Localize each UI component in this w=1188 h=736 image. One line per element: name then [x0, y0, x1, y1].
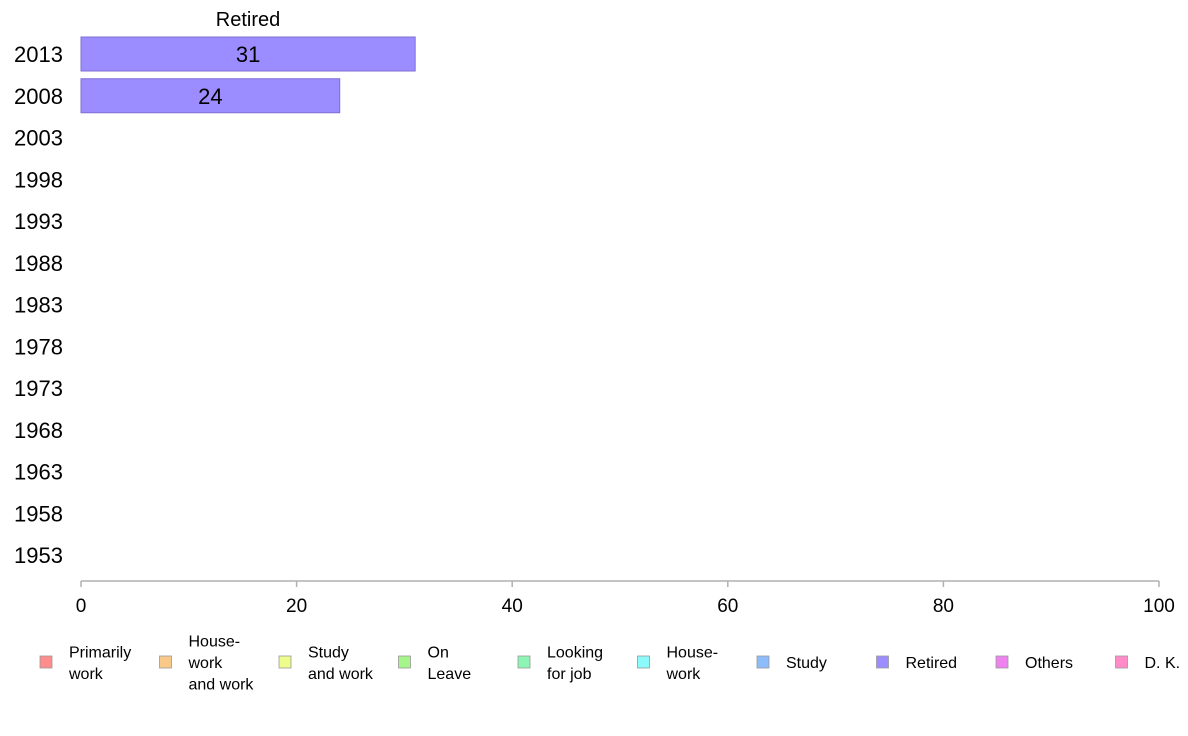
- legend-label: House-work and work: [188, 634, 255, 694]
- legend-label: Study: [786, 655, 827, 672]
- column-title: Retired: [216, 9, 280, 31]
- legend-label: On Leave: [428, 644, 472, 683]
- x-tick-label: 100: [1143, 596, 1175, 617]
- y-tick-label: 1958: [14, 501, 63, 526]
- bar-data-label: 31: [236, 42, 260, 67]
- y-tick-label: 1983: [14, 293, 63, 318]
- y-tick-label: 1998: [14, 167, 63, 192]
- x-tick-label: 20: [286, 596, 307, 617]
- y-tick-label: 2003: [14, 126, 63, 151]
- legend-swatch: [876, 655, 889, 669]
- y-tick-label: 2008: [14, 84, 63, 109]
- legend-label: House-work: [666, 644, 719, 683]
- x-tick-label: 80: [933, 596, 954, 617]
- legend-swatch: [756, 655, 770, 669]
- legend-swatch: [637, 655, 650, 669]
- legend-swatch: [517, 655, 531, 669]
- legend-label: D. K.: [1145, 655, 1181, 672]
- y-tick-label: 1953: [14, 543, 63, 568]
- bar: [80, 78, 341, 114]
- x-tick-label: 60: [717, 596, 738, 617]
- x-tick-label: 40: [502, 596, 523, 617]
- y-tick-label: 1973: [14, 376, 63, 401]
- legend-swatch: [278, 655, 292, 669]
- legend-label: Retired: [906, 655, 958, 672]
- legend-label: Primarily work: [68, 644, 131, 683]
- y-tick-label: 1963: [14, 460, 63, 485]
- y-tick-label: 1993: [14, 209, 63, 234]
- y-tick-label: 1988: [14, 251, 63, 276]
- legend-swatch: [398, 655, 411, 669]
- legend-swatch: [39, 655, 53, 669]
- bar: [80, 36, 416, 72]
- x-tick-label: 0: [76, 596, 87, 617]
- legend-swatch: [159, 655, 172, 669]
- y-tick-label: 2013: [14, 42, 63, 67]
- legend-label: Study and work: [308, 644, 374, 683]
- legend-swatch: [995, 655, 1009, 669]
- legend-swatch: [1115, 655, 1128, 669]
- y-tick-label: 1968: [14, 418, 63, 443]
- legend-label: Looking for job: [547, 644, 603, 683]
- legend-label: Others: [1025, 655, 1073, 672]
- y-tick-label: 1978: [14, 334, 63, 359]
- bar-data-label: 24: [198, 84, 222, 109]
